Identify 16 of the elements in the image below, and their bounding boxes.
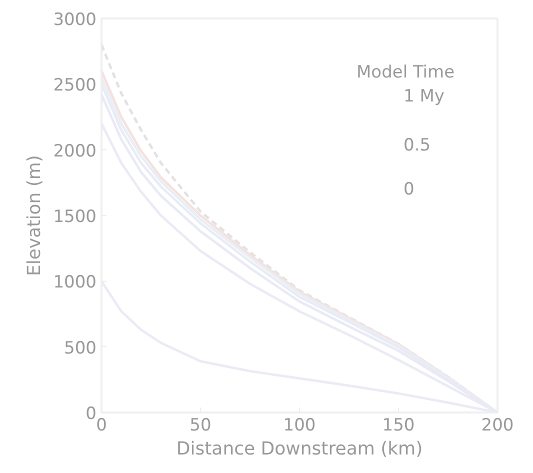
y-tick-label: 2000 [53, 141, 96, 162]
x-tick-label: 200 [481, 416, 514, 436]
y-tick-label: 1500 [53, 207, 96, 227]
annotation: 1 My [404, 86, 444, 106]
annotation: 0 [404, 180, 414, 200]
x-tick-label: 50 [190, 416, 212, 436]
y-tick-label: 2500 [53, 76, 96, 96]
x-tick-label: 150 [382, 416, 415, 436]
y-axis-title: Elevation (m) [24, 155, 46, 276]
x-axis-title: Distance Downstream (km) [176, 438, 423, 460]
y-tick-label: 1000 [53, 272, 96, 293]
annotation: Model Time [356, 62, 455, 82]
annotation: 0.5 [404, 136, 431, 156]
x-tick-label: 100 [283, 416, 316, 436]
y-tick-label: 3000 [53, 10, 96, 30]
y-tick-label: 500 [64, 338, 97, 358]
